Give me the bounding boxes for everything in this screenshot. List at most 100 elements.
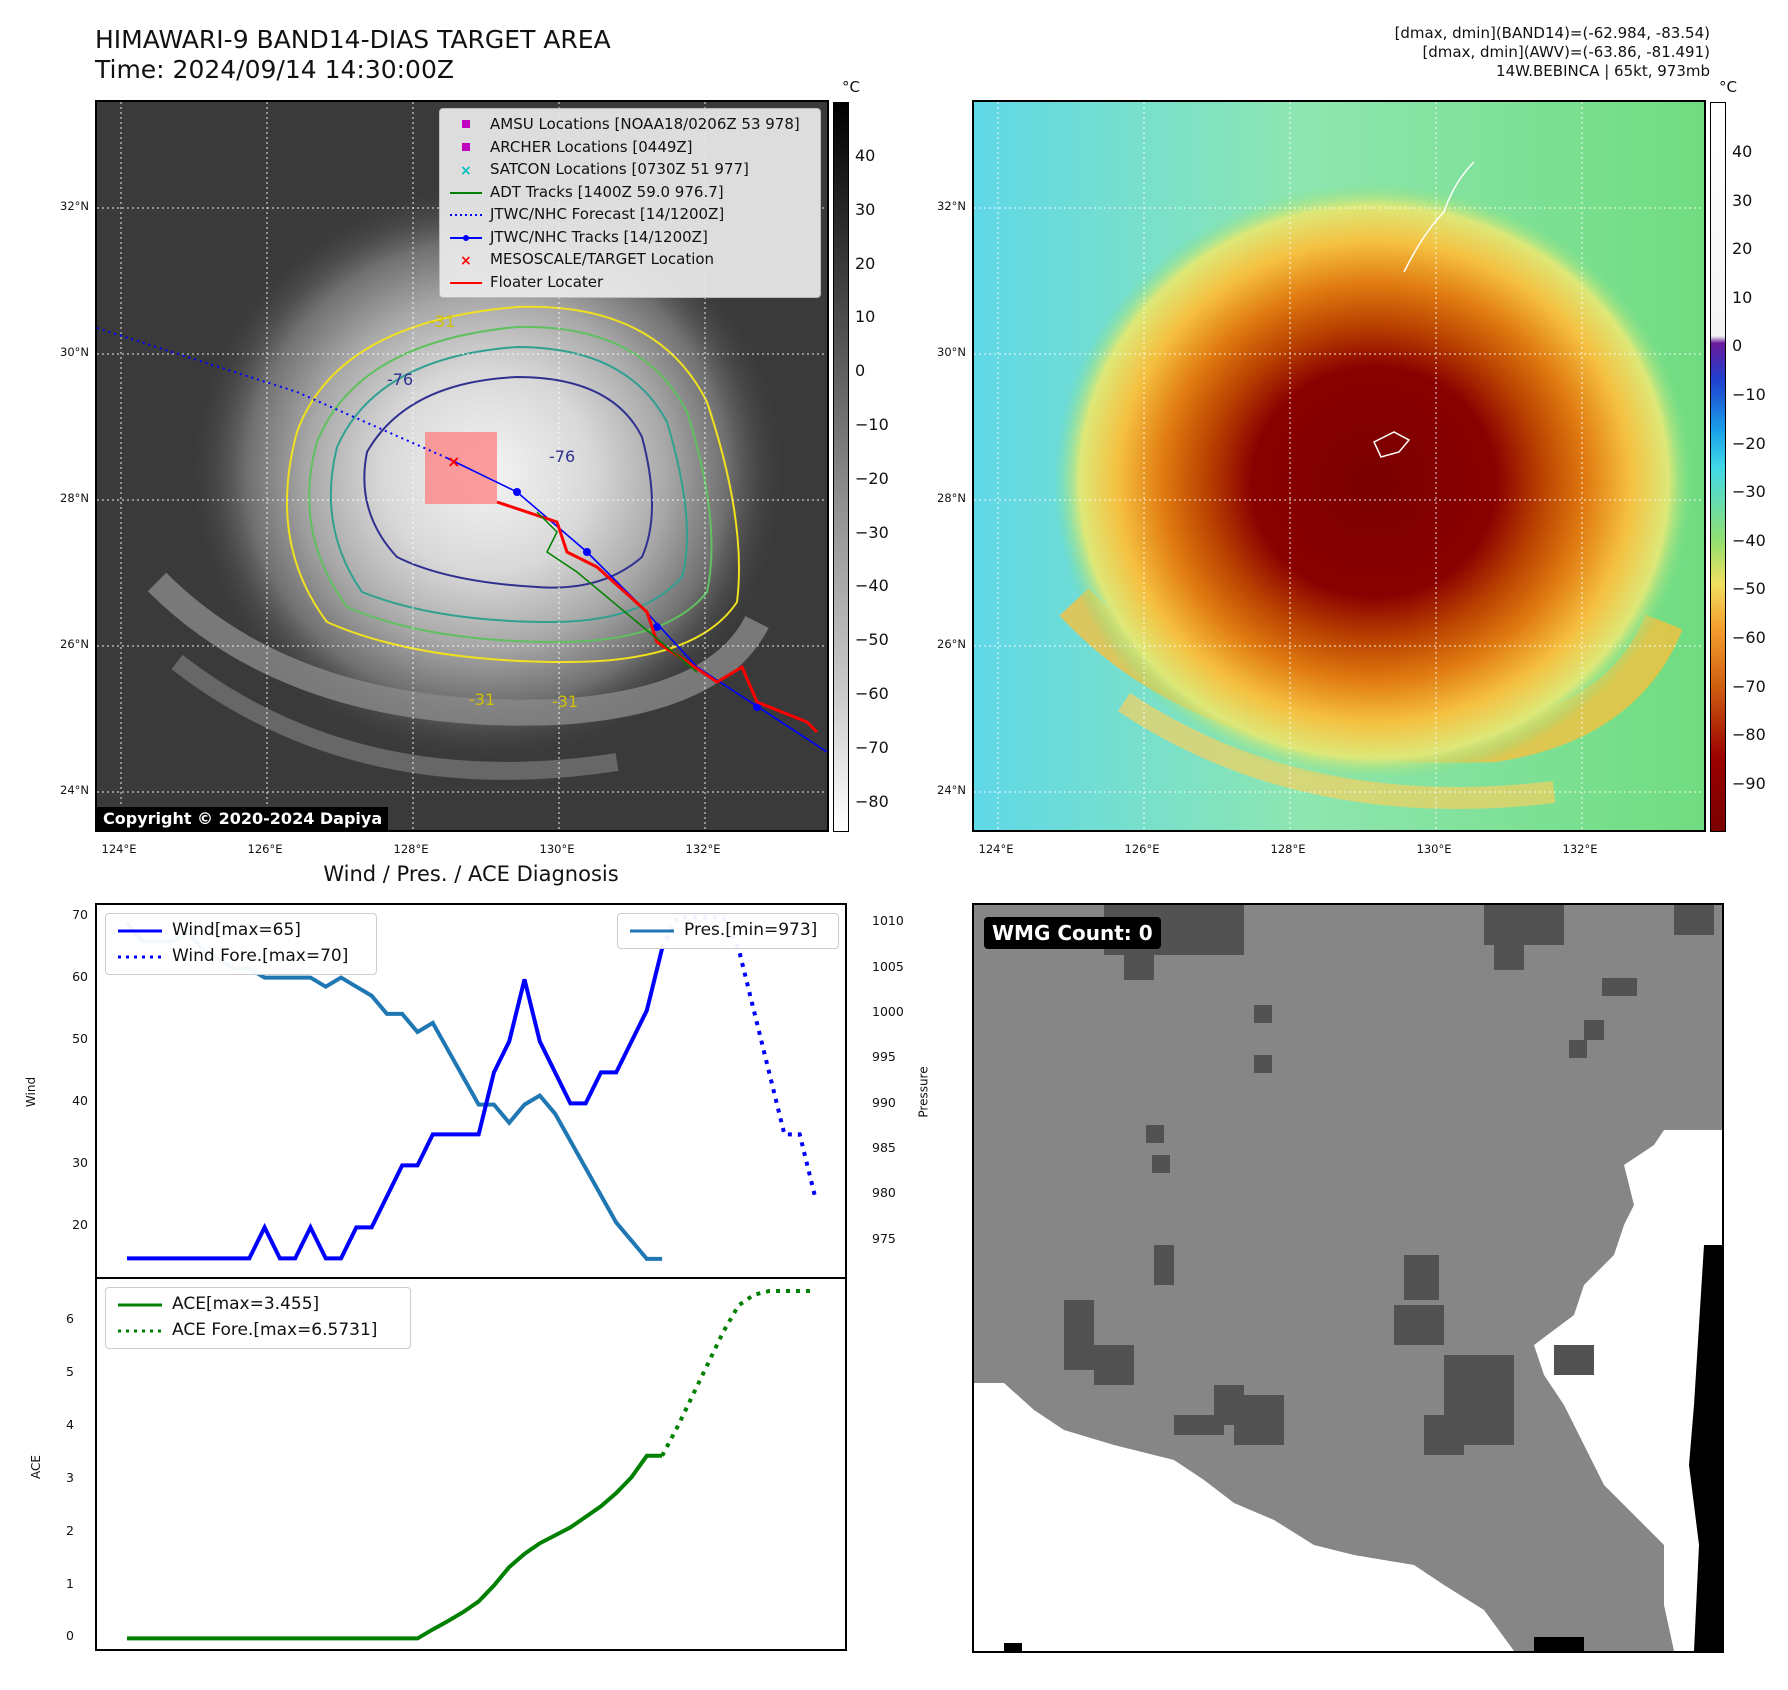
awv-lon-label: 126°E: [1124, 842, 1160, 856]
stats-band14: [dmax, dmin](BAND14)=(-62.984, -83.54): [1394, 24, 1710, 42]
awv-spiral-band: [1117, 692, 1556, 809]
wmg-canvas: [974, 905, 1722, 1651]
pressure-axis-label: Pressure: [916, 1066, 931, 1118]
ir-colorbar-unit: °C: [842, 78, 860, 96]
contour-label: -76: [387, 370, 414, 389]
contour-navy: [363, 375, 653, 589]
pressure-tick: 1010: [872, 913, 904, 929]
awv-lon-label: 124°E: [978, 842, 1014, 856]
ir-colorbar-tick: 20: [855, 253, 876, 273]
stats-awv: [dmax, dmin](AWV)=(-63.86, -81.491): [1422, 43, 1710, 61]
awv-colorbar-tick: −60: [1732, 628, 1766, 647]
wmg-clear-area: [974, 1383, 1514, 1651]
wind-tick: 70: [72, 907, 88, 923]
coastline: [1373, 431, 1411, 458]
awv-colorbar-tick: 30: [1732, 190, 1753, 210]
awv-colorbar-unit: °C: [1719, 78, 1737, 96]
awv-lat-label: 24°N: [937, 783, 966, 797]
contour-yellow: [286, 305, 740, 664]
wmg-black-area: [1534, 1637, 1584, 1651]
pressure-tick: 990: [872, 1094, 896, 1110]
ir-lat-label: 30°N: [60, 345, 89, 359]
awv-lat-label: 30°N: [937, 345, 966, 359]
wind-tick: 60: [72, 969, 88, 985]
title-line-2: Time: 2024/09/14 14:30:00Z: [95, 55, 454, 84]
ir-colorbar-tick: −60: [855, 684, 889, 703]
contour-label: -76: [549, 447, 576, 466]
awv-map-panel: [972, 100, 1706, 832]
copyright-label: Copyright © 2020-2024 Dapiya: [97, 807, 389, 830]
awv-colorbar-tick: −90: [1732, 773, 1766, 793]
ace-tick: 6: [66, 1311, 74, 1327]
awv-colorbar-tick: −40: [1732, 530, 1766, 550]
title-line-1: HIMAWARI-9 BAND14-DIAS TARGET AREA: [95, 25, 611, 54]
ir-colorbar-tick: 10: [855, 307, 876, 327]
ir-colorbar-tick: −70: [855, 737, 889, 757]
wmg-count-badge: WMG Count: 0: [984, 917, 1161, 949]
pressure-tick: 975: [872, 1230, 896, 1246]
ir-lon-label: 124°E: [101, 842, 137, 856]
awv-lat-label: 26°N: [937, 637, 966, 651]
wind-tick: 50: [72, 1031, 88, 1047]
wind-tick: 40: [72, 1093, 88, 1109]
ace-chart: ACE[max=3.455] ACE Fore.[max=6.5731]: [95, 1277, 847, 1651]
awv-lon-label: 130°E: [1416, 842, 1452, 856]
jtwc-forecast-track: [97, 327, 448, 459]
pres-legend: Pres.[min=973]: [617, 913, 839, 949]
wind-pres-chart: Wind[max=65] Wind Fore.[max=70] Pres.[mi…: [95, 903, 847, 1279]
svg-text:×: ×: [460, 163, 472, 179]
pressure-tick: 995: [872, 1049, 896, 1065]
awv-map-canvas: [974, 102, 1704, 830]
awv-lat-label: 28°N: [937, 491, 966, 505]
ir-colorbar-tick: −40: [855, 576, 889, 596]
pressure-tick: 980: [872, 1185, 896, 1201]
wmg-black-area: [1689, 1245, 1722, 1651]
awv-colorbar: [1710, 102, 1726, 832]
ir-lat-label: 24°N: [60, 783, 89, 797]
pressure-tick: 1000: [872, 1003, 904, 1019]
contour-green: [308, 325, 713, 644]
awv-colorbar-tick: −10: [1732, 385, 1766, 404]
ir-colorbar-tick: −30: [855, 522, 889, 542]
pressure-tick: 985: [872, 1139, 896, 1155]
awv-cyclone-core: [1054, 182, 1694, 782]
contour-label: -31: [469, 690, 496, 709]
awv-colorbar-tick: 10: [1732, 287, 1753, 307]
stats-storm: 14W.BEBINCA | 65kt, 973mb: [1496, 62, 1710, 80]
ir-lat-label: 26°N: [60, 637, 89, 651]
awv-lat-label: 32°N: [937, 199, 966, 213]
awv-lon-label: 128°E: [1270, 842, 1306, 856]
ir-colorbar-tick: −20: [855, 468, 889, 488]
spiral-band: [147, 572, 769, 726]
ir-lon-label: 128°E: [393, 842, 429, 856]
pressure-tick: 1005: [872, 958, 904, 974]
ir-colorbar-tick: 30: [855, 199, 876, 219]
wmg-clear-area: [1534, 1130, 1722, 1651]
ace-tick: 4: [66, 1417, 74, 1432]
awv-colorbar-tick: −50: [1732, 579, 1766, 599]
awv-lon-label: 132°E: [1562, 842, 1598, 856]
coastline: [1403, 161, 1475, 273]
ir-colorbar: [833, 102, 849, 832]
awv-colorbar-tick: 0: [1732, 336, 1743, 356]
ace-plot: [127, 1288, 815, 1641]
ir-colorbar-tick: 0: [855, 361, 866, 381]
series-line: [660, 915, 817, 1197]
ace-tick: 2: [66, 1522, 74, 1538]
contour-label: -31: [552, 692, 579, 711]
ace-tick: 5: [66, 1364, 74, 1380]
stats-block: [dmax, dmin](BAND14)=(-62.984, -83.54) […: [1395, 24, 1710, 81]
figure-title: HIMAWARI-9 BAND14-DIAS TARGET AREA Time:…: [95, 25, 611, 85]
adt-track: [536, 511, 698, 673]
ir-colorbar-tick: −50: [855, 630, 889, 650]
wind-axis-label: Wind: [24, 1076, 39, 1108]
diagnosis-title: Wind / Pres. / ACE Diagnosis: [323, 862, 619, 886]
awv-colorbar-tick: 20: [1732, 239, 1753, 259]
series-line: [660, 1288, 815, 1457]
awv-colorbar-tick: −30: [1732, 482, 1766, 502]
wmg-black-area: [1004, 1643, 1022, 1651]
ir-colorbar-tick: −80: [855, 791, 889, 811]
ir-lat-label: 32°N: [60, 199, 89, 213]
ace-tick: 1: [66, 1575, 74, 1591]
awv-colorbar-tick: 40: [1732, 142, 1753, 161]
